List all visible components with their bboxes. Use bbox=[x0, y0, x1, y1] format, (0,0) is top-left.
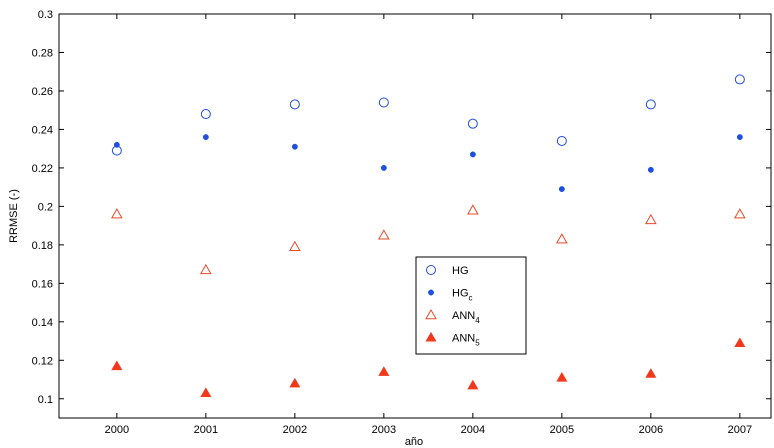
y-tick-label: 0.16 bbox=[32, 278, 53, 290]
data-point bbox=[113, 141, 120, 148]
x-tick-label: 2005 bbox=[550, 424, 574, 436]
x-tick-label: 2006 bbox=[639, 424, 663, 436]
data-point bbox=[199, 263, 212, 275]
y-axis: 0.1 0.12 0.14 0.16 0.18 0.2 0.22 0.24 0.26 0.28 0.… bbox=[32, 9, 771, 406]
data-point bbox=[467, 379, 479, 390]
series-ann4 bbox=[110, 204, 746, 275]
data-point bbox=[289, 99, 300, 110]
x-axis-label: año bbox=[405, 436, 423, 448]
data-point bbox=[288, 240, 301, 252]
y-tick-label: 0.1 bbox=[38, 394, 53, 406]
y-tick-label: 0.28 bbox=[32, 47, 53, 59]
x-tick-label: 2002 bbox=[283, 424, 307, 436]
data-point bbox=[377, 229, 390, 240]
data-point bbox=[556, 371, 568, 382]
data-point bbox=[734, 74, 745, 85]
data-point bbox=[645, 368, 657, 378]
y-tick-label: 0.14 bbox=[32, 317, 53, 329]
data-point bbox=[736, 134, 743, 141]
series-hg bbox=[111, 74, 745, 156]
data-point bbox=[291, 143, 298, 150]
legend-marker bbox=[425, 331, 437, 342]
legend-label-main: ANN bbox=[452, 333, 475, 345]
data-point bbox=[645, 99, 656, 110]
y-tick-label: 0.18 bbox=[32, 240, 53, 252]
series-ann5 bbox=[111, 337, 746, 398]
data-point bbox=[558, 186, 565, 193]
data-point bbox=[467, 118, 478, 129]
data-series bbox=[110, 74, 746, 398]
legend-label-subscript: c bbox=[469, 294, 473, 303]
legend-label: ANN5 bbox=[452, 333, 480, 348]
y-tick-label: 0.12 bbox=[32, 355, 53, 367]
legend-marker bbox=[428, 289, 434, 296]
legend-label-main: HG bbox=[452, 265, 469, 277]
data-point bbox=[202, 134, 209, 141]
data-point bbox=[200, 109, 211, 120]
data-point bbox=[378, 97, 389, 108]
y-axis-label: RRMSE (-) bbox=[8, 189, 20, 243]
legend-label: HGc bbox=[452, 288, 473, 303]
y-tick-label: 0.26 bbox=[32, 86, 53, 98]
data-point bbox=[469, 151, 476, 158]
x-tick-label: 2004 bbox=[461, 424, 485, 436]
legend-label-main: ANN bbox=[452, 310, 475, 322]
data-point bbox=[380, 164, 387, 171]
y-tick-label: 0.22 bbox=[32, 163, 53, 175]
legend-label: HG bbox=[452, 265, 469, 277]
x-axis: 2000 2001 2002 2003 2004 2005 2006 2007 bbox=[105, 14, 752, 436]
x-tick-label: 2003 bbox=[372, 424, 396, 436]
data-point bbox=[555, 233, 568, 244]
y-tick-label: 0.2 bbox=[38, 201, 53, 213]
legend-label-subscript: 5 bbox=[475, 339, 480, 348]
y-tick-label: 0.3 bbox=[38, 9, 53, 21]
data-point bbox=[733, 208, 746, 219]
legend-label-subscript: 4 bbox=[475, 316, 480, 325]
data-point bbox=[556, 135, 567, 146]
series-hgc bbox=[113, 134, 743, 193]
y-tick-label: 0.24 bbox=[32, 124, 53, 136]
data-point bbox=[378, 366, 390, 376]
legend-marker bbox=[426, 265, 436, 275]
plot-area bbox=[58, 13, 772, 419]
data-point bbox=[110, 208, 123, 219]
x-tick-label: 2000 bbox=[105, 424, 129, 436]
data-point bbox=[647, 166, 654, 173]
data-point bbox=[734, 337, 746, 348]
x-tick-label: 2001 bbox=[194, 424, 218, 436]
x-tick-label: 2007 bbox=[728, 424, 752, 436]
legend-label-main: HG bbox=[452, 288, 469, 300]
data-point bbox=[644, 213, 657, 225]
data-point bbox=[200, 387, 212, 398]
data-point bbox=[466, 204, 479, 215]
data-point bbox=[289, 377, 301, 388]
data-point bbox=[111, 360, 123, 371]
legend-label: ANN4 bbox=[452, 310, 480, 325]
legend-marker bbox=[425, 308, 437, 320]
